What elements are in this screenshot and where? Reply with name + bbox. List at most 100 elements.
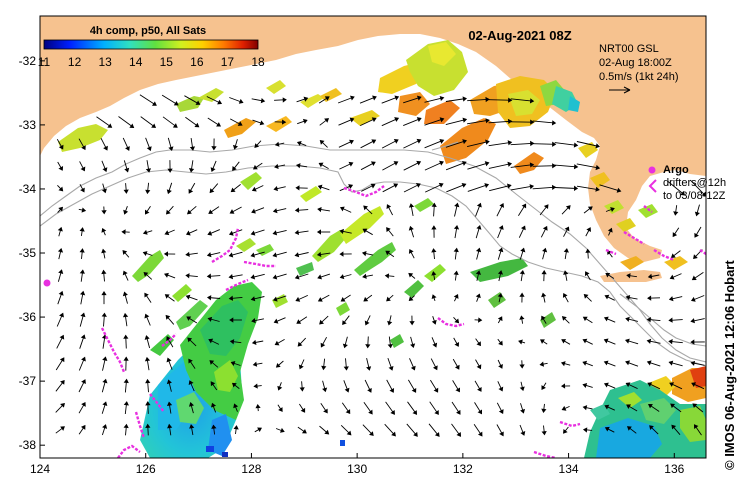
current-arrow [532,186,556,190]
current-arrow-head [690,339,695,345]
current-arrow-head [318,162,324,168]
current-arrow-head [251,186,257,192]
current-arrow-head [388,366,394,371]
current-arrow-head [484,183,490,189]
current-arrow-head [317,184,323,190]
y-tick-label: -32 [19,54,37,68]
current-arrow-head [498,225,504,230]
current-arrow-head [438,182,444,188]
current-arrow-head [340,297,346,302]
current-arrow-head [144,292,149,298]
current-arrow-head [186,209,192,215]
current-arrow-head [432,365,438,371]
current-arrow-head [485,139,490,145]
current-arrow-head [564,226,570,232]
current-arrow-head [232,166,237,171]
current-arrow-head [124,167,130,173]
current-arrow-head [647,382,653,387]
current-arrow-head [208,338,214,344]
current-arrow-head [393,183,399,189]
colorbar: 4h comp, p50, All Sats 11 12 13 14 15 16 17 18 [38,25,265,69]
current-arrow-head [185,273,190,279]
current-arrow-head [649,425,654,431]
current-arrow-head [519,269,525,275]
current-arrow-head [295,163,301,169]
current-arrow-head [324,118,330,123]
current-arrow-head [295,296,301,302]
current-arrow-head [541,269,547,275]
current-arrow-head [386,227,391,233]
current-arrow-head [361,251,367,257]
current-arrow-head [477,431,483,437]
current-arrow-head [129,123,135,129]
current-arrow-head [604,404,610,410]
current-arrow-head [690,318,695,324]
current-arrow [424,118,444,126]
current-arrow-head [339,274,345,280]
current-arrow-head [103,145,108,151]
current-arrow-head [80,166,86,172]
current-arrow-head [625,295,631,301]
current-arrow-head [541,292,547,298]
current-arrow [488,99,512,101]
colorbar-tick-label: 17 [221,55,235,69]
current-arrow-head [59,312,64,318]
current-arrow-head [507,118,513,125]
current-vectors [55,94,706,437]
current-arrow-head [386,296,391,302]
current-arrow-head [530,140,535,147]
current-arrow-head [508,97,513,103]
current-arrow [446,183,466,193]
current-arrow [488,141,512,147]
current-arrow-head [484,161,490,167]
current-arrow-head [79,269,85,274]
current-arrow-head [81,379,86,385]
current-arrow [576,163,600,169]
current-arrow [424,161,444,171]
current-arrow-head [296,141,302,146]
current-arrow-head [603,382,609,388]
current-arrow-head [231,382,237,388]
current-arrow-head [81,402,86,407]
colorbar-tick-label: 13 [98,55,112,69]
current-arrow [488,163,512,169]
current-arrow-head [647,273,653,280]
current-arrow-head [298,364,304,370]
current-arrow-head [366,366,372,371]
current-arrow-head [529,162,535,168]
current-arrow-head [187,337,193,343]
current-arrow-head [122,291,128,297]
current-arrow-head [274,340,280,346]
current-arrow-head [275,362,281,368]
current-arrow-head [410,365,416,371]
current-arrow-head [582,316,588,322]
colorbar-tick-label: 16 [190,55,204,69]
current-arrow-head [217,99,223,105]
current-arrow-head [384,273,390,279]
current-arrow-head [587,206,593,211]
current-arrow-head [101,227,107,233]
current-arrow-head [368,431,374,436]
current-arrow-head [277,385,283,391]
current-arrow-head [363,205,368,211]
current-arrow-head [164,272,169,278]
current-arrow-head [80,312,86,318]
land-mass [40,16,706,262]
current-arrow-head [102,378,108,384]
current-arrow-head [101,248,107,254]
current-arrow-head [228,274,234,280]
current-arrow-head [123,189,129,194]
current-arrow-head [498,247,504,253]
y-axis: -32 -33 -34 -35 -36 -37 -38 [19,54,45,452]
current-arrow-head [344,387,350,393]
current-arrow-head [102,424,108,429]
current-arrow-head [390,409,395,415]
current-arrow-head [206,273,212,279]
current-arrow-head [142,251,148,257]
current-arrow-head [80,187,85,193]
current-arrow-head [416,117,422,123]
current-arrow-head [233,403,239,409]
current-arrow-head [123,334,129,339]
current-arrow-head [625,338,630,344]
colorbar-title: 4h comp, p50, All Sats [90,25,206,37]
